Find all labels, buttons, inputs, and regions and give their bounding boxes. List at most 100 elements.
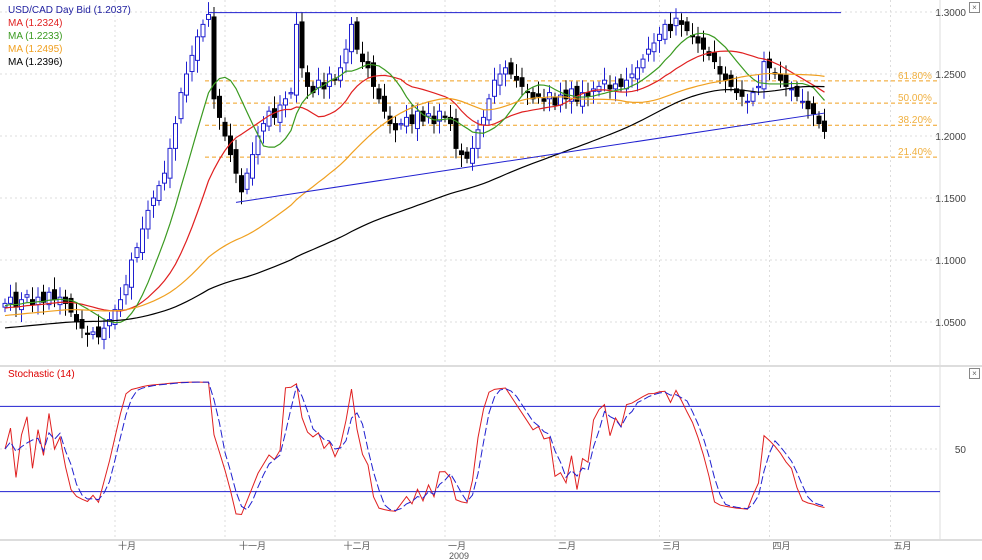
candle-down: [217, 95, 222, 118]
candle-up: [206, 13, 211, 20]
candle-up: [470, 147, 475, 164]
y-tick-label: 1.3000: [935, 8, 966, 19]
candle-up: [101, 327, 107, 340]
candle-down: [607, 84, 613, 90]
candle-up: [437, 110, 442, 122]
candle-up: [90, 331, 96, 335]
candle-down: [811, 103, 816, 115]
candle-up: [640, 58, 646, 69]
candle-down: [684, 21, 690, 32]
candle-up: [750, 92, 756, 102]
candle-down: [514, 75, 519, 81]
candle-down: [739, 89, 745, 97]
candle-down: [376, 88, 382, 100]
candle-down: [778, 73, 783, 81]
candle-up: [651, 42, 657, 53]
y-tick-label: 1.1500: [935, 194, 966, 205]
x-tick-label: 四月: [773, 541, 791, 551]
candle-up: [602, 79, 607, 85]
candle-down: [723, 73, 728, 81]
y-tick-label: 1.0500: [935, 318, 966, 329]
candle-down: [574, 85, 580, 102]
candle-down: [734, 88, 739, 94]
y-tick-label: 1.1000: [935, 256, 966, 267]
candle-up: [745, 100, 750, 103]
candle-up: [761, 61, 767, 90]
stochastic-label: Stochastic (14): [8, 369, 75, 380]
candle-down: [79, 319, 85, 329]
candle-down: [805, 100, 811, 110]
moving-average-line: [4, 50, 825, 312]
price-panel: [0, 0, 940, 366]
candle-up: [492, 79, 497, 97]
candle-down: [85, 332, 90, 335]
candle-down: [371, 62, 376, 87]
candle-up: [349, 23, 354, 53]
candle-up: [35, 296, 41, 306]
candle-up: [118, 299, 123, 311]
candle-down: [442, 115, 448, 118]
candle-up: [112, 309, 118, 325]
candle-down: [679, 20, 684, 25]
x-tick-label: 二月: [558, 541, 576, 551]
candle-up: [673, 17, 679, 27]
candle-up: [19, 299, 24, 311]
candle-down: [618, 78, 624, 87]
x-tick-label: 一月: [448, 541, 466, 551]
candle-up: [250, 154, 255, 179]
candle-up: [140, 228, 145, 254]
candle-up: [167, 147, 173, 179]
candle-up: [497, 73, 503, 86]
candle-up: [156, 185, 162, 201]
candle-down: [52, 289, 57, 301]
candle-up: [756, 85, 761, 89]
candle-up: [475, 129, 481, 149]
candle-down: [459, 150, 464, 156]
candle-up: [57, 296, 63, 306]
fib-level-label: 61.80%: [898, 71, 932, 82]
candle-up: [266, 110, 272, 127]
candle-down: [816, 115, 822, 125]
candle-down: [233, 149, 239, 174]
candle-up: [613, 83, 618, 90]
candle-up: [288, 92, 294, 95]
candle-up: [404, 116, 409, 127]
x-tick-label: 十一月: [239, 540, 266, 551]
candle-up: [8, 296, 13, 304]
candle-down: [222, 121, 228, 137]
candle-up: [503, 67, 508, 75]
candle-up: [294, 23, 299, 96]
candle-up: [481, 116, 486, 126]
legend-ma-1: MA (1.2324): [8, 18, 63, 29]
close-price-panel-icon[interactable]: ×: [969, 2, 980, 13]
legend-title: USD/CAD Day Bid (1.2037): [8, 5, 131, 16]
candle-up: [129, 259, 134, 288]
candle-up: [244, 172, 250, 190]
fib-level-label: 38.20%: [898, 115, 932, 126]
x-tick-label: 三月: [663, 541, 681, 551]
close-stochastic-panel-icon[interactable]: ×: [969, 368, 980, 379]
candle-up: [629, 73, 635, 79]
candle-down: [448, 116, 453, 125]
legend: USD/CAD Day Bid (1.2037) MA (1.2324) MA …: [8, 4, 131, 69]
candle-up: [646, 48, 651, 55]
candle-up: [189, 54, 195, 73]
candle-down: [783, 74, 789, 87]
candle-up: [107, 319, 112, 327]
candle-up: [178, 92, 184, 120]
candle-down: [728, 74, 734, 87]
candle-down: [536, 93, 541, 97]
candle-up: [123, 284, 129, 296]
candle-up: [800, 100, 805, 103]
candle-up: [184, 73, 189, 96]
candle-up: [46, 291, 52, 306]
moving-average-line: [4, 85, 825, 329]
candle-down: [382, 95, 387, 112]
candle-down: [794, 85, 800, 97]
x-tick-label: 五月: [894, 541, 912, 551]
stochastic-k-line: [4, 381, 825, 516]
moving-average-line: [4, 72, 825, 317]
candle-up: [195, 36, 200, 61]
candle-down: [393, 123, 398, 131]
